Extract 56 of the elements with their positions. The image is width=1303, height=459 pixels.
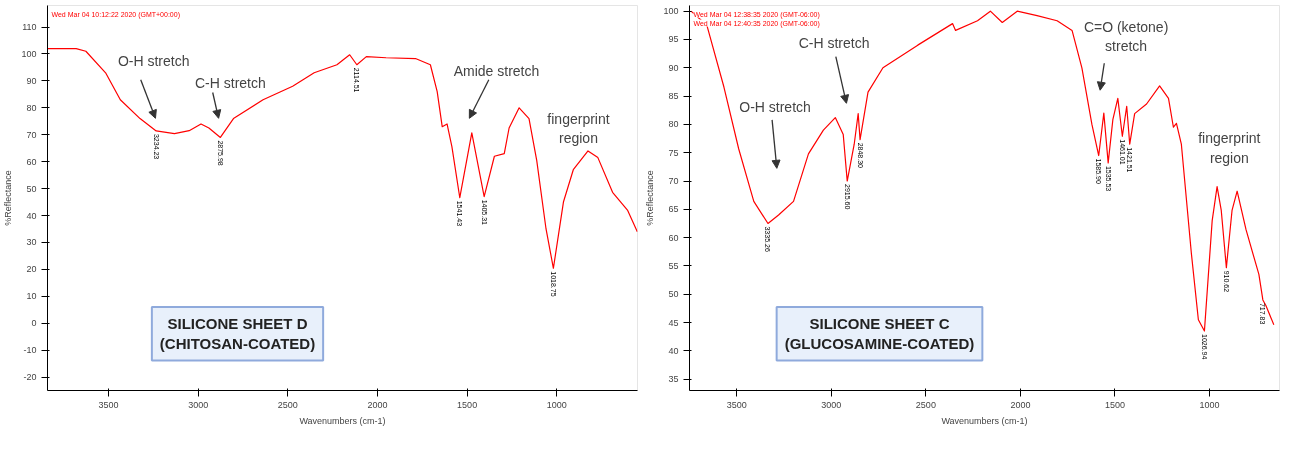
y-tick-label: 60 <box>668 232 679 243</box>
y-tick-label: 40 <box>26 210 37 221</box>
annotation: Amide stretch <box>453 63 540 80</box>
y-tick-label: -20 <box>23 372 37 383</box>
y-tick-label: 100 <box>21 48 37 59</box>
x-tick-label: 2500 <box>915 399 936 410</box>
x-tick-label: 2000 <box>1010 399 1031 410</box>
annotation: fingerprint region <box>1198 130 1261 166</box>
y-tick-label: 75 <box>668 147 679 158</box>
x-tick-label: 3000 <box>188 399 209 410</box>
x-tick-label: 3500 <box>726 399 747 410</box>
y-tick-label: 40 <box>668 345 679 356</box>
y-tick-label: 70 <box>26 129 37 140</box>
y-axis-title: %Reflectance <box>645 170 656 226</box>
y-tick-label: 95 <box>668 34 679 45</box>
line-series <box>690 10 1275 332</box>
y-tick-label: 0 <box>31 318 37 329</box>
y-tick-label: 70 <box>668 176 679 187</box>
x-tick-label: 1500 <box>1104 399 1125 410</box>
annotation: fingerprint region <box>547 111 610 147</box>
x-tick-label: 3000 <box>821 399 842 410</box>
text: SILICONE SHEET D (CHITOSAN-COATED) <box>159 315 316 353</box>
x-tick-label: 1000 <box>1199 399 1220 410</box>
y-tick-label: 60 <box>26 156 37 167</box>
annotation: C-H stretch <box>798 34 870 51</box>
x-tick-label: 1000 <box>546 399 567 410</box>
x-axis-title: Wavenumbers (cm-1) <box>941 415 1028 426</box>
y-tick-label: 50 <box>26 183 37 194</box>
y-tick-label: 10 <box>26 291 37 302</box>
x-tick-label: 1500 <box>457 399 478 410</box>
annotation: C=O (ketone) stretch <box>1083 18 1169 54</box>
annotation: O-H stretch <box>739 98 811 115</box>
y-tick-label: 45 <box>668 317 679 328</box>
x-tick-label: 2500 <box>277 399 298 410</box>
y-tick-label: 30 <box>26 237 37 248</box>
y-tick-label: 35 <box>668 374 679 385</box>
y-tick-label: 20 <box>26 264 37 275</box>
y-tick-label: 80 <box>668 119 679 130</box>
x-tick-label: 3500 <box>98 399 119 410</box>
line-series <box>47 47 638 269</box>
y-tick-label: 100 <box>663 6 679 17</box>
y-tick-label: 90 <box>668 62 679 73</box>
x-axis-title: Wavenumbers (cm-1) <box>299 415 386 426</box>
y-tick-label: 65 <box>668 204 679 215</box>
text: SILICONE SHEET C (GLUCOSAMINE-COATED) <box>784 315 975 353</box>
y-tick-label: 110 <box>22 22 37 33</box>
y-tick-label: 90 <box>26 75 37 86</box>
annotation: C-H stretch <box>195 74 266 91</box>
y-tick-label: 55 <box>668 260 679 271</box>
x-tick-label: 2000 <box>367 399 388 410</box>
y-tick-label: -10 <box>23 345 37 356</box>
y-axis-title: %Reflectance <box>3 170 14 226</box>
y-tick-label: 50 <box>668 289 679 300</box>
y-tick-label: 85 <box>668 91 679 102</box>
annotation: O-H stretch <box>117 53 190 70</box>
y-tick-label: 80 <box>26 102 37 113</box>
